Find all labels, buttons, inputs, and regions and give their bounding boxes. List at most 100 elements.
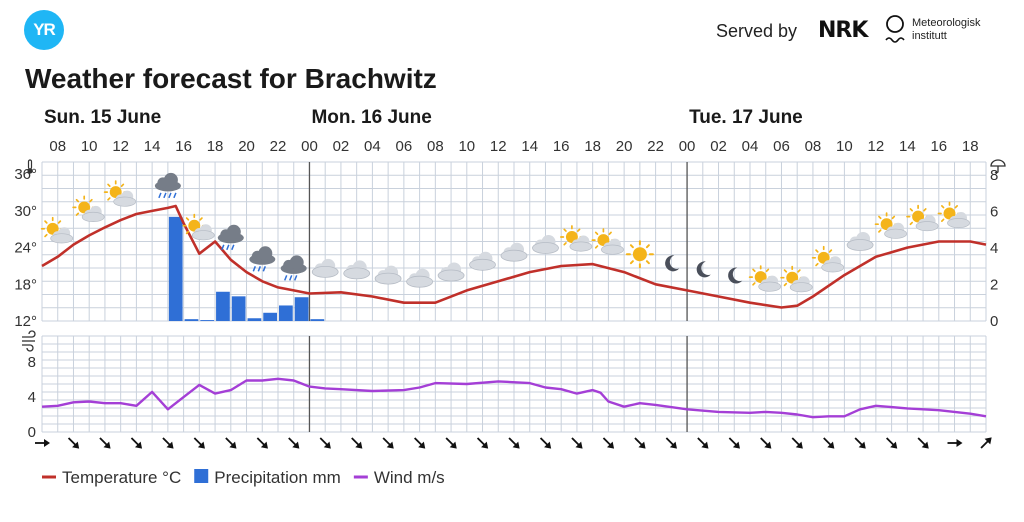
sun-icon	[625, 240, 654, 269]
wind-direction-arrow	[410, 434, 429, 453]
hour-label: 14	[899, 138, 916, 155]
precipitation-bar	[231, 296, 246, 321]
wind-gust	[22, 344, 34, 352]
wind-direction-arrow	[599, 434, 618, 453]
hour-label: 12	[490, 138, 507, 155]
wind-direction-arrow	[190, 434, 209, 453]
hour-label: 04	[364, 138, 381, 155]
yr-logo[interactable]: YR	[24, 10, 64, 50]
hour-label: 02	[333, 138, 350, 155]
wind-direction-arrow	[882, 434, 901, 453]
heavy-rain-cloud-icon	[154, 172, 181, 199]
hour-label: 16	[553, 138, 570, 155]
wind-direction-arrow	[253, 434, 272, 453]
hour-label: 00	[679, 138, 696, 155]
wind-axis-label: 0	[28, 424, 36, 441]
hour-label: 08	[805, 138, 822, 155]
wind-direction-arrow	[536, 434, 555, 453]
hour-label: 12	[112, 138, 129, 155]
temp-axis-label: 30°	[14, 203, 37, 220]
moon-shape	[696, 261, 711, 278]
wind-direction-arrow	[64, 434, 83, 453]
wind-direction-arrow	[694, 434, 713, 453]
precipitation-bar	[310, 319, 325, 321]
day-label: Tue. 17 June	[689, 107, 803, 128]
wind-axis-label: 8	[28, 354, 36, 371]
temperature-line	[41, 204, 987, 309]
precipitation-bar	[247, 318, 262, 321]
raindrop	[252, 266, 256, 272]
hour-label: 06	[396, 138, 413, 155]
temp-axis-label: 36°	[14, 166, 37, 183]
umbrella-top	[990, 159, 1006, 167]
legend-label: Wind m/s	[374, 468, 445, 487]
hour-label: 14	[144, 138, 161, 155]
precipitation-bar	[200, 320, 215, 321]
cloud-shape	[500, 242, 528, 262]
met-institute-logo[interactable]: Meteorologisk institutt	[912, 17, 980, 43]
cloud-icon	[406, 268, 434, 288]
hour-label: 18	[207, 138, 224, 155]
hour-label: 00	[301, 138, 318, 155]
precipitation-bar	[184, 319, 199, 321]
moon-icon	[665, 255, 680, 272]
raindrop	[289, 275, 293, 281]
precipitation-bar	[294, 297, 309, 321]
legend-label: Temperature °C	[62, 468, 181, 487]
met-institute-icon	[885, 15, 905, 43]
wind-direction-arrow	[222, 434, 241, 453]
hour-label: 14	[521, 138, 538, 155]
wind-direction-arrow	[316, 434, 335, 453]
partly-cloudy-day-icon	[40, 216, 74, 244]
hour-label: 22	[647, 138, 664, 155]
rain-cloud-icon	[280, 255, 307, 281]
raindrop	[163, 192, 167, 199]
thermometer-icon	[27, 159, 33, 174]
wind-direction-arrow	[568, 434, 587, 453]
hour-label: 10	[81, 138, 98, 155]
rain-cloud-icon	[217, 224, 244, 251]
hour-label: 18	[962, 138, 979, 155]
wind-direction-arrow	[96, 434, 115, 453]
raindrop	[173, 192, 177, 199]
thermometer-bulb	[27, 168, 33, 174]
partly-cloudy-day-icon	[748, 265, 782, 292]
legend-item: Precipitation mm	[194, 468, 341, 487]
cloud-shape	[311, 258, 339, 278]
umbrella-icon	[990, 159, 1006, 174]
legend-item: Temperature °C	[42, 468, 181, 487]
wind-direction-arrow	[348, 434, 367, 453]
hour-label: 08	[427, 138, 444, 155]
wind-direction-arrow	[442, 434, 461, 453]
precip-axis-label: 8	[990, 167, 998, 184]
wind-gust	[22, 330, 36, 338]
wind-icon	[22, 330, 36, 352]
raindrop	[226, 244, 230, 251]
raindrop	[231, 244, 235, 251]
nrk-logo[interactable]: NRK	[818, 18, 868, 43]
precipitation-bar	[263, 312, 277, 321]
dark-cloud-shape	[217, 224, 244, 244]
cloud-shape	[846, 231, 874, 251]
legend-item: Wind m/s	[353, 468, 445, 487]
raindrop	[158, 192, 162, 199]
wind-direction-arrow	[662, 434, 681, 453]
wind-direction-arrow	[820, 434, 839, 453]
wind-direction-arrow	[127, 434, 146, 453]
precipitation-bar	[168, 216, 183, 321]
cloud-shape	[437, 262, 465, 282]
temp-axis-label: 12°	[14, 313, 37, 330]
precip-axis-label: 2	[990, 276, 998, 293]
moon-shape	[665, 255, 680, 272]
wind-direction-arrow	[34, 438, 51, 448]
rain-cloud-icon	[249, 246, 276, 272]
partly-cloudy-day-icon	[560, 225, 593, 252]
wind-line	[41, 377, 987, 419]
cloud-shape	[532, 234, 559, 254]
cloud-shape	[343, 259, 371, 280]
wind-direction-arrow	[379, 434, 398, 453]
day-label: Sun. 15 June	[44, 107, 161, 128]
cloud-icon	[311, 258, 339, 278]
hour-label: 12	[868, 138, 885, 155]
